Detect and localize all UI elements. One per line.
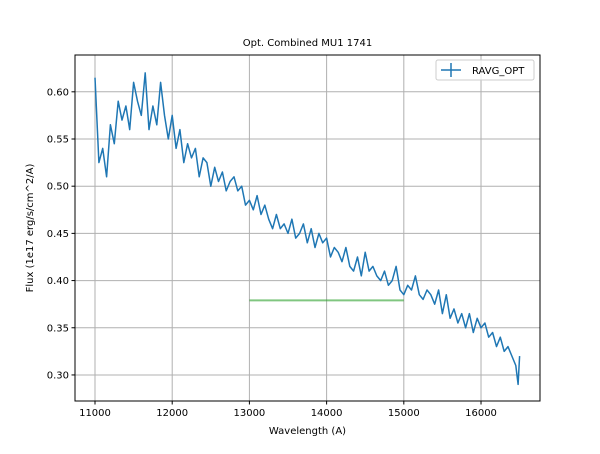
- y-tick-label: 0.60: [47, 87, 69, 98]
- chart-title: Opt. Combined MU1 1741: [243, 38, 372, 49]
- y-tick-label: 0.40: [47, 276, 69, 287]
- plot-lines: [94, 72, 521, 386]
- grid: [75, 55, 540, 401]
- x-tick-label: 12000: [156, 408, 188, 419]
- y-axis-label: Flux (1e17 erg/s/cm^2/A): [25, 164, 36, 293]
- x-tick-label: 14000: [311, 408, 343, 419]
- x-tick-label: 16000: [465, 408, 497, 419]
- y-tick-label: 0.55: [47, 134, 69, 145]
- y-tick-label: 0.45: [47, 229, 69, 240]
- x-axis-label: Wavelength (A): [269, 426, 346, 437]
- ticks: 11000 12000 13000 14000 15000 16000 0.30 0.35 0.…: [47, 87, 497, 419]
- series-ravg-opt: [94, 72, 521, 386]
- axes-frame: [74, 54, 541, 402]
- y-tick-label: 0.30: [47, 370, 69, 381]
- y-tick-label: 0.50: [47, 182, 69, 193]
- legend-entry: RAVG_OPT: [472, 66, 525, 77]
- x-tick-label: 15000: [388, 408, 420, 419]
- y-tick-label: 0.35: [47, 323, 69, 334]
- legend: RAVG_OPT: [435, 59, 535, 81]
- x-tick-label: 11000: [79, 408, 111, 419]
- x-tick-label: 13000: [233, 408, 265, 419]
